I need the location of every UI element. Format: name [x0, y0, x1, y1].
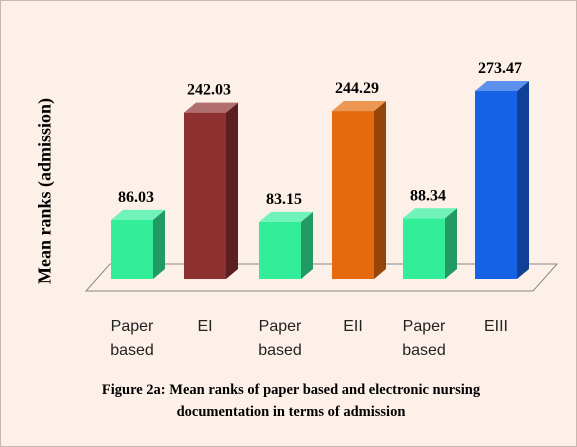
bar-front [259, 221, 301, 279]
y-axis-label: Mean ranks (admission) [34, 97, 55, 285]
x-tick-label: Paper based [402, 318, 446, 359]
value-label: 88.34 [410, 187, 446, 204]
value-label: 83.15 [266, 191, 302, 208]
bar-side [226, 102, 238, 280]
bar-front [111, 219, 153, 279]
bar-front [184, 112, 226, 280]
x-tick-label: Paper based [110, 318, 154, 359]
bar-front [332, 111, 374, 279]
value-label: 86.03 [118, 189, 154, 206]
x-tick-label: Paper based [258, 318, 302, 359]
bar-front [475, 91, 517, 279]
bar-front [403, 218, 445, 279]
x-tick-label: EIII [483, 318, 508, 335]
bar-top [259, 211, 313, 222]
x-tick-label: EI [197, 318, 213, 335]
bar-top [403, 208, 457, 219]
caption: Figure 2a: Mean ranks of paper based and… [101, 382, 481, 420]
value-label: 244.29 [335, 80, 379, 97]
bar-side [445, 208, 457, 279]
value-label: 242.03 [187, 82, 231, 99]
bar-top [332, 101, 386, 112]
value-label: 273.47 [478, 60, 522, 77]
bar-side [374, 101, 386, 279]
x-tick-label: EII [343, 318, 363, 335]
bar-top [184, 102, 238, 113]
bar-top [111, 209, 165, 220]
bar-side [301, 211, 313, 279]
bar-top [475, 81, 529, 91]
bar-side [517, 81, 529, 279]
bar-side [153, 209, 165, 279]
